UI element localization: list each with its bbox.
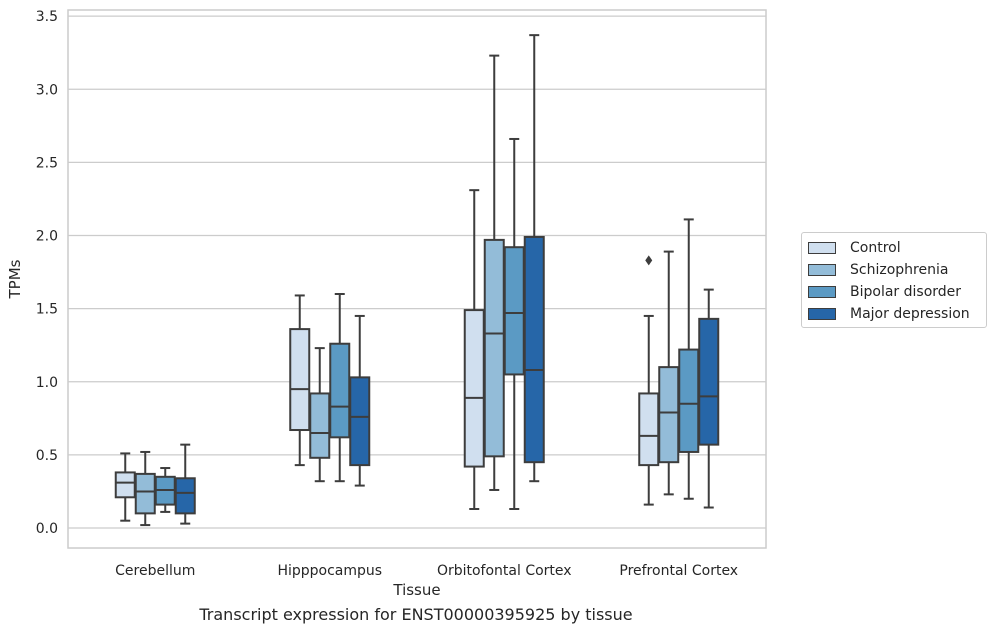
legend-label-schizophrenia: Schizophrenia	[850, 262, 949, 278]
legend-swatch-control	[808, 242, 836, 254]
box-iqr	[329, 342, 351, 439]
legend-item-schizophrenia: Schizophrenia	[808, 259, 980, 281]
legend-label-major-depression: Major depression	[850, 306, 970, 322]
box-schizophrenia	[309, 347, 331, 483]
box-major-depression	[349, 314, 371, 487]
legend-swatch-schizophrenia	[808, 264, 836, 276]
x-tick-labels: Cerebellum Hipppocampus Orbitofontal Corte…	[115, 563, 738, 579]
x-tick-label: Prefrontal Cortex	[619, 563, 738, 579]
box-control	[289, 294, 311, 467]
box-iqr	[114, 471, 136, 499]
box-major-depression	[698, 288, 720, 509]
figure-caption: Transcript expression for ENST0000039592…	[199, 605, 633, 624]
box-major-depression	[523, 34, 545, 483]
box-iqr	[134, 472, 156, 515]
boxes	[114, 34, 720, 527]
y-tick-label: 2.5	[36, 155, 58, 171]
y-axis-label: TPMs	[6, 259, 24, 299]
x-tick-label: Orbitofontal Cortex	[437, 563, 572, 579]
y-tick-label: 0.0	[36, 521, 58, 537]
box-iqr	[523, 235, 545, 464]
box-iqr	[483, 238, 505, 458]
box-iqr	[289, 328, 311, 432]
box-bipolar-disorder	[154, 467, 176, 513]
x-tick-label: Hipppocampus	[277, 563, 382, 579]
y-tick-label: 1.5	[36, 302, 58, 318]
box-major-depression	[174, 443, 196, 525]
legend-item-major-depression: Major depression	[808, 303, 980, 325]
x-axis-label: Tissue	[392, 581, 440, 599]
legend-swatch-major-depression	[808, 308, 836, 320]
box-schizophrenia	[134, 450, 156, 527]
box-iqr	[678, 348, 700, 453]
legend-item-control: Control	[808, 237, 980, 259]
box-bipolar-disorder	[503, 137, 525, 510]
outlier-point	[645, 255, 653, 266]
y-tick-label: 0.5	[36, 448, 58, 464]
y-tick-label: 2.0	[36, 229, 58, 245]
legend: Control Schizophrenia Bipolar disorder M…	[801, 232, 987, 328]
box-schizophrenia	[658, 250, 680, 496]
legend-item-bipolar-disorder: Bipolar disorder	[808, 281, 980, 303]
y-tick-label: 3.5	[36, 9, 58, 25]
box-schizophrenia	[483, 54, 505, 491]
box-control	[463, 189, 485, 510]
x-tick-label: Cerebellum	[115, 563, 195, 579]
box-iqr	[503, 246, 525, 376]
box-iqr	[638, 392, 660, 467]
box-iqr	[309, 392, 331, 459]
box-iqr	[463, 309, 485, 468]
legend-label-control: Control	[850, 240, 901, 256]
box-iqr	[658, 366, 680, 464]
legend-swatch-bipolar-disorder	[808, 286, 836, 298]
legend-label-bipolar-disorder: Bipolar disorder	[850, 284, 962, 300]
y-tick-label: 3.0	[36, 82, 58, 98]
box-iqr	[349, 376, 371, 467]
plot-frame	[67, 9, 767, 549]
box-control	[638, 255, 660, 506]
y-tick-label: 1.0	[36, 375, 58, 391]
box-bipolar-disorder	[678, 218, 700, 500]
box-iqr	[174, 477, 196, 515]
box-bipolar-disorder	[329, 293, 351, 483]
y-tick-labels: 0.0 0.5 1.0 1.5 2.0 2.5 3.0 3.5	[36, 9, 58, 537]
box-iqr	[698, 317, 720, 446]
box-control	[114, 452, 136, 522]
